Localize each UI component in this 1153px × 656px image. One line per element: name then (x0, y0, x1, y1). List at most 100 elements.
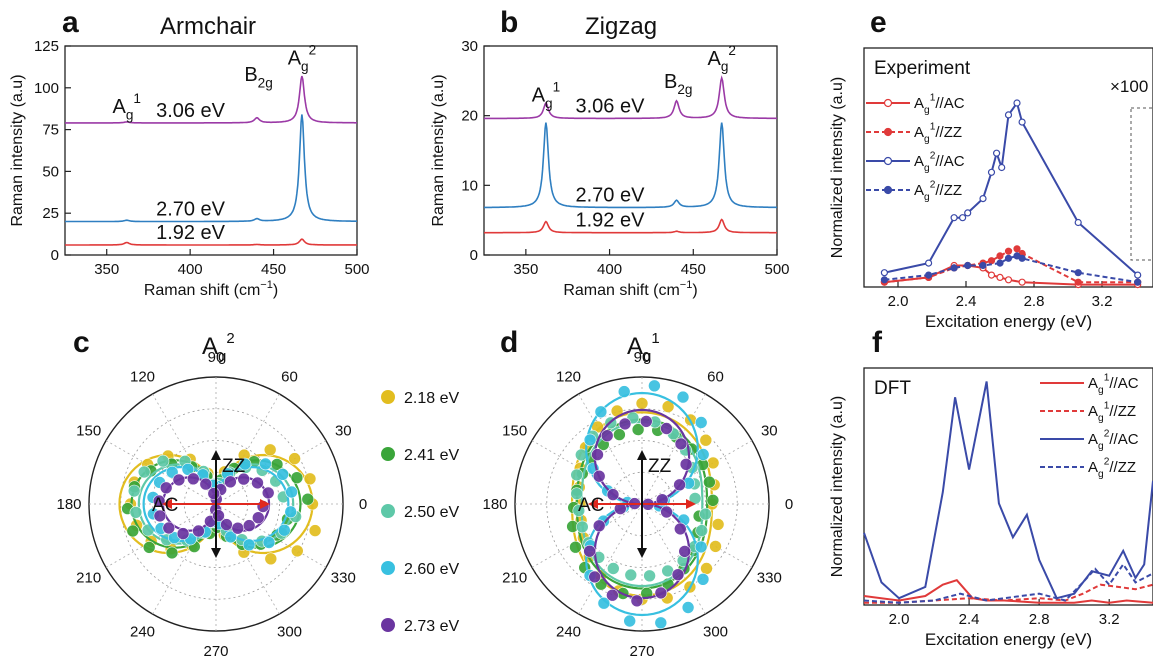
series-point (1134, 278, 1142, 286)
peak-label-sub: 2g (677, 82, 692, 97)
panel-letter-d: d (500, 326, 518, 359)
series-point (1013, 99, 1021, 107)
spectrum-line-192eV (484, 218, 777, 234)
polar-data-point (220, 518, 233, 531)
ac-label: AC (152, 495, 178, 516)
spectrum-line-306eV (484, 75, 777, 120)
angle-label: 30 (335, 423, 352, 440)
legend-label-base: A (1088, 431, 1098, 448)
x-tick-label: 350 (513, 261, 538, 278)
ac-arrow-head-left (588, 499, 598, 509)
series-point (996, 259, 1004, 267)
x-tick-label: 2.4 (959, 611, 980, 628)
polar-data-point (671, 568, 685, 582)
y-tick-label: 20 (461, 108, 478, 125)
series-point (1018, 254, 1026, 262)
angle-label: 240 (556, 623, 581, 640)
polar-data-point (242, 519, 256, 532)
polar-data-point (597, 596, 611, 610)
angle-label: 210 (76, 570, 101, 587)
polar-data-point (176, 527, 190, 540)
polar-data-point (711, 518, 725, 531)
x-tick-label: 450 (261, 261, 286, 278)
polar-data-point (648, 379, 661, 393)
polar-ring (578, 440, 706, 568)
plot-frame (64, 45, 358, 256)
polar-data-point (635, 397, 649, 410)
legend-label-sub: g (924, 163, 930, 174)
legend-label-tail: //AC (1109, 431, 1138, 448)
polar-data-point (679, 457, 693, 471)
x-tick-label: 450 (681, 261, 706, 278)
x-tick-label: 350 (94, 261, 119, 278)
peak-label-base: A (288, 47, 302, 69)
series-point (1074, 269, 1082, 277)
polar-data-point (285, 485, 298, 499)
angle-label: 210 (502, 570, 527, 587)
peak-label: Ag2 (708, 43, 736, 74)
polar-data-point (660, 505, 673, 519)
y-tick-label: 0 (51, 247, 59, 264)
legend-label-tail: //ZZ (935, 182, 962, 199)
polar-data-point (308, 524, 322, 537)
panel-title-c-sup: 2 (226, 330, 234, 347)
polar-data-point (127, 484, 141, 498)
polar-data-point (570, 487, 584, 501)
polar-data-point (696, 448, 710, 461)
legend-marker (883, 98, 893, 108)
energy-label: 2.70 eV (576, 185, 646, 207)
y-axis-label: Normalized intensity (a.u) (829, 77, 846, 258)
polar-spoke (531, 440, 643, 505)
angle-label: 270 (629, 643, 654, 656)
zz-label: ZZ (648, 456, 672, 477)
energy-label: 3.06 eV (576, 95, 646, 117)
legend-label-sub: g (1098, 441, 1104, 452)
chart-d-polar-ag1: 0 30 60 90 120 150 180 210 240 270 300 330 AC ZZ (482, 349, 793, 656)
polar-data-point (237, 472, 250, 486)
ac-label: AC (578, 495, 604, 516)
series-point (964, 261, 972, 270)
x-tick-label: 400 (178, 261, 203, 278)
zz-arrow-head-up (637, 450, 647, 460)
polar-data-point (606, 562, 620, 575)
peak-label-sub: 2g (258, 76, 273, 91)
series-point (1134, 271, 1142, 279)
x-tick-label: 500 (764, 261, 789, 278)
polar-spoke (641, 503, 753, 568)
polar-spoke (578, 393, 643, 505)
legend-label: 2.18 eV (404, 390, 459, 407)
polar-data-point (583, 544, 596, 558)
panel-title-b: Zigzag (585, 13, 657, 40)
polar-spoke (641, 440, 753, 505)
y-tick-label: 25 (42, 205, 59, 222)
legend-label-base: A (1088, 403, 1098, 420)
legend-label-base: A (914, 153, 924, 170)
peak-label-base: A (113, 96, 127, 118)
y-axis-label: Raman intensity (a.u) (9, 74, 26, 226)
angle-label: 270 (203, 643, 228, 656)
angle-label: 60 (707, 369, 724, 386)
energy-label: 1.92 eV (156, 222, 226, 244)
legend-label: Ag2//AC (1088, 429, 1139, 452)
polar-data-point (251, 476, 264, 490)
panel-letter-e: e (870, 6, 887, 39)
energy-label: 2.70 eV (156, 199, 226, 221)
angle-label: 150 (502, 423, 527, 440)
energy-label: 1.92 eV (576, 210, 646, 232)
angle-label: 150 (76, 423, 101, 440)
polar-data-point (674, 437, 688, 451)
chart-a-raman-armchair: 350 400 450 500 0 25 50 75 100 125 Raman shift (cm… (9, 38, 370, 299)
legend-label-sup: 2 (1104, 457, 1110, 468)
legend-label-sup: 2 (1104, 429, 1110, 440)
series-point (1074, 278, 1082, 286)
peak-label: B2g (244, 64, 272, 90)
polar-data-point (570, 468, 584, 482)
peak-label-base: B (244, 64, 257, 86)
polar-data-point (660, 422, 673, 435)
polar-data-point (259, 457, 272, 471)
legend-label: Ag2//ZZ (1088, 457, 1136, 480)
legend-label: Ag2//AC (914, 151, 965, 174)
polar-data-point (613, 502, 627, 515)
polar-data-point (284, 505, 298, 519)
legend-label: Ag1//AC (1088, 373, 1139, 396)
